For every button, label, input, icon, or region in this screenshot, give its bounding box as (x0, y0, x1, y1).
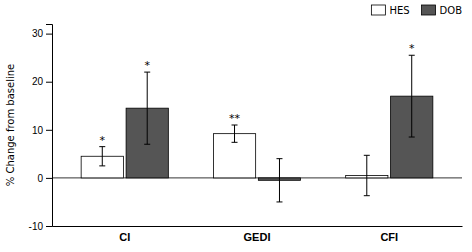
y-tick-label: 30 (32, 28, 44, 39)
significance-marker: * (144, 59, 150, 72)
significance-marker: * (100, 134, 106, 147)
y-tick: 30 (32, 28, 52, 39)
annotations: ***** (100, 42, 415, 146)
error-bar (99, 147, 105, 166)
y-tick: -10 (29, 221, 52, 232)
error-bar-cap (232, 142, 238, 143)
y-tick-label: -10 (29, 221, 44, 232)
y-tick-label: 0 (37, 173, 43, 184)
y-tick-mark (46, 34, 52, 35)
legend-item: DOB (422, 5, 463, 16)
error-bar-cap (276, 201, 282, 202)
y-axis: -10 0 10 20 30 (29, 25, 53, 232)
error-bar (144, 72, 150, 144)
legend-label: HES (389, 5, 409, 16)
legend-swatch (422, 5, 436, 15)
y-tick-mark (46, 82, 52, 83)
y-tick-mark (46, 178, 52, 179)
x-axis: CI GEDI CFI (53, 226, 463, 243)
legend: HES DOB (371, 5, 462, 16)
error-bar-cap (364, 155, 370, 156)
y-tick: 10 (32, 125, 52, 136)
significance-marker: ** (229, 112, 241, 125)
x-tick-label: CFI (380, 231, 398, 243)
x-tick-label: CI (119, 231, 130, 243)
error-bar (364, 155, 370, 195)
error-bar-cap (364, 195, 370, 196)
error-bar-stem (366, 155, 367, 195)
x-tick-label: GEDI (244, 231, 271, 243)
legend-item: HES (371, 5, 409, 16)
error-bar (276, 159, 282, 202)
x-tick: CI (119, 226, 130, 243)
error-bar-cap (276, 158, 282, 159)
y-axis-title: % Change from baseline (5, 64, 16, 186)
chart: -100102030CIGEDICFI*****% Change from ba… (0, 0, 472, 252)
y-tick-label: 20 (32, 76, 44, 87)
marks (52, 55, 462, 202)
x-tick: CFI (380, 226, 398, 243)
y-tick: 0 (37, 173, 52, 184)
error-bar-stem (411, 55, 412, 137)
error-bar (409, 55, 415, 137)
error-bar-cap (99, 165, 105, 166)
error-bar-stem (147, 72, 148, 144)
x-axis-line (53, 226, 463, 227)
error-bar-stem (279, 159, 280, 202)
error-bar-cap (409, 137, 415, 138)
series (126, 55, 433, 202)
error-bar-stem (234, 125, 235, 142)
plot: -100102030CIGEDICFI***** (29, 25, 463, 243)
error-bar-cap (144, 144, 150, 145)
y-tick: 20 (32, 76, 52, 87)
y-axis-line (46, 25, 53, 227)
x-tick: GEDI (244, 226, 271, 243)
y-tick-mark (46, 226, 52, 227)
y-tick-label: 10 (32, 125, 44, 136)
error-bar (232, 125, 238, 142)
error-bar-stem (102, 147, 103, 166)
significance-marker: * (409, 42, 415, 55)
legend-swatch (371, 5, 385, 15)
y-tick-mark (46, 130, 52, 131)
legend-label: DOB (440, 5, 463, 16)
